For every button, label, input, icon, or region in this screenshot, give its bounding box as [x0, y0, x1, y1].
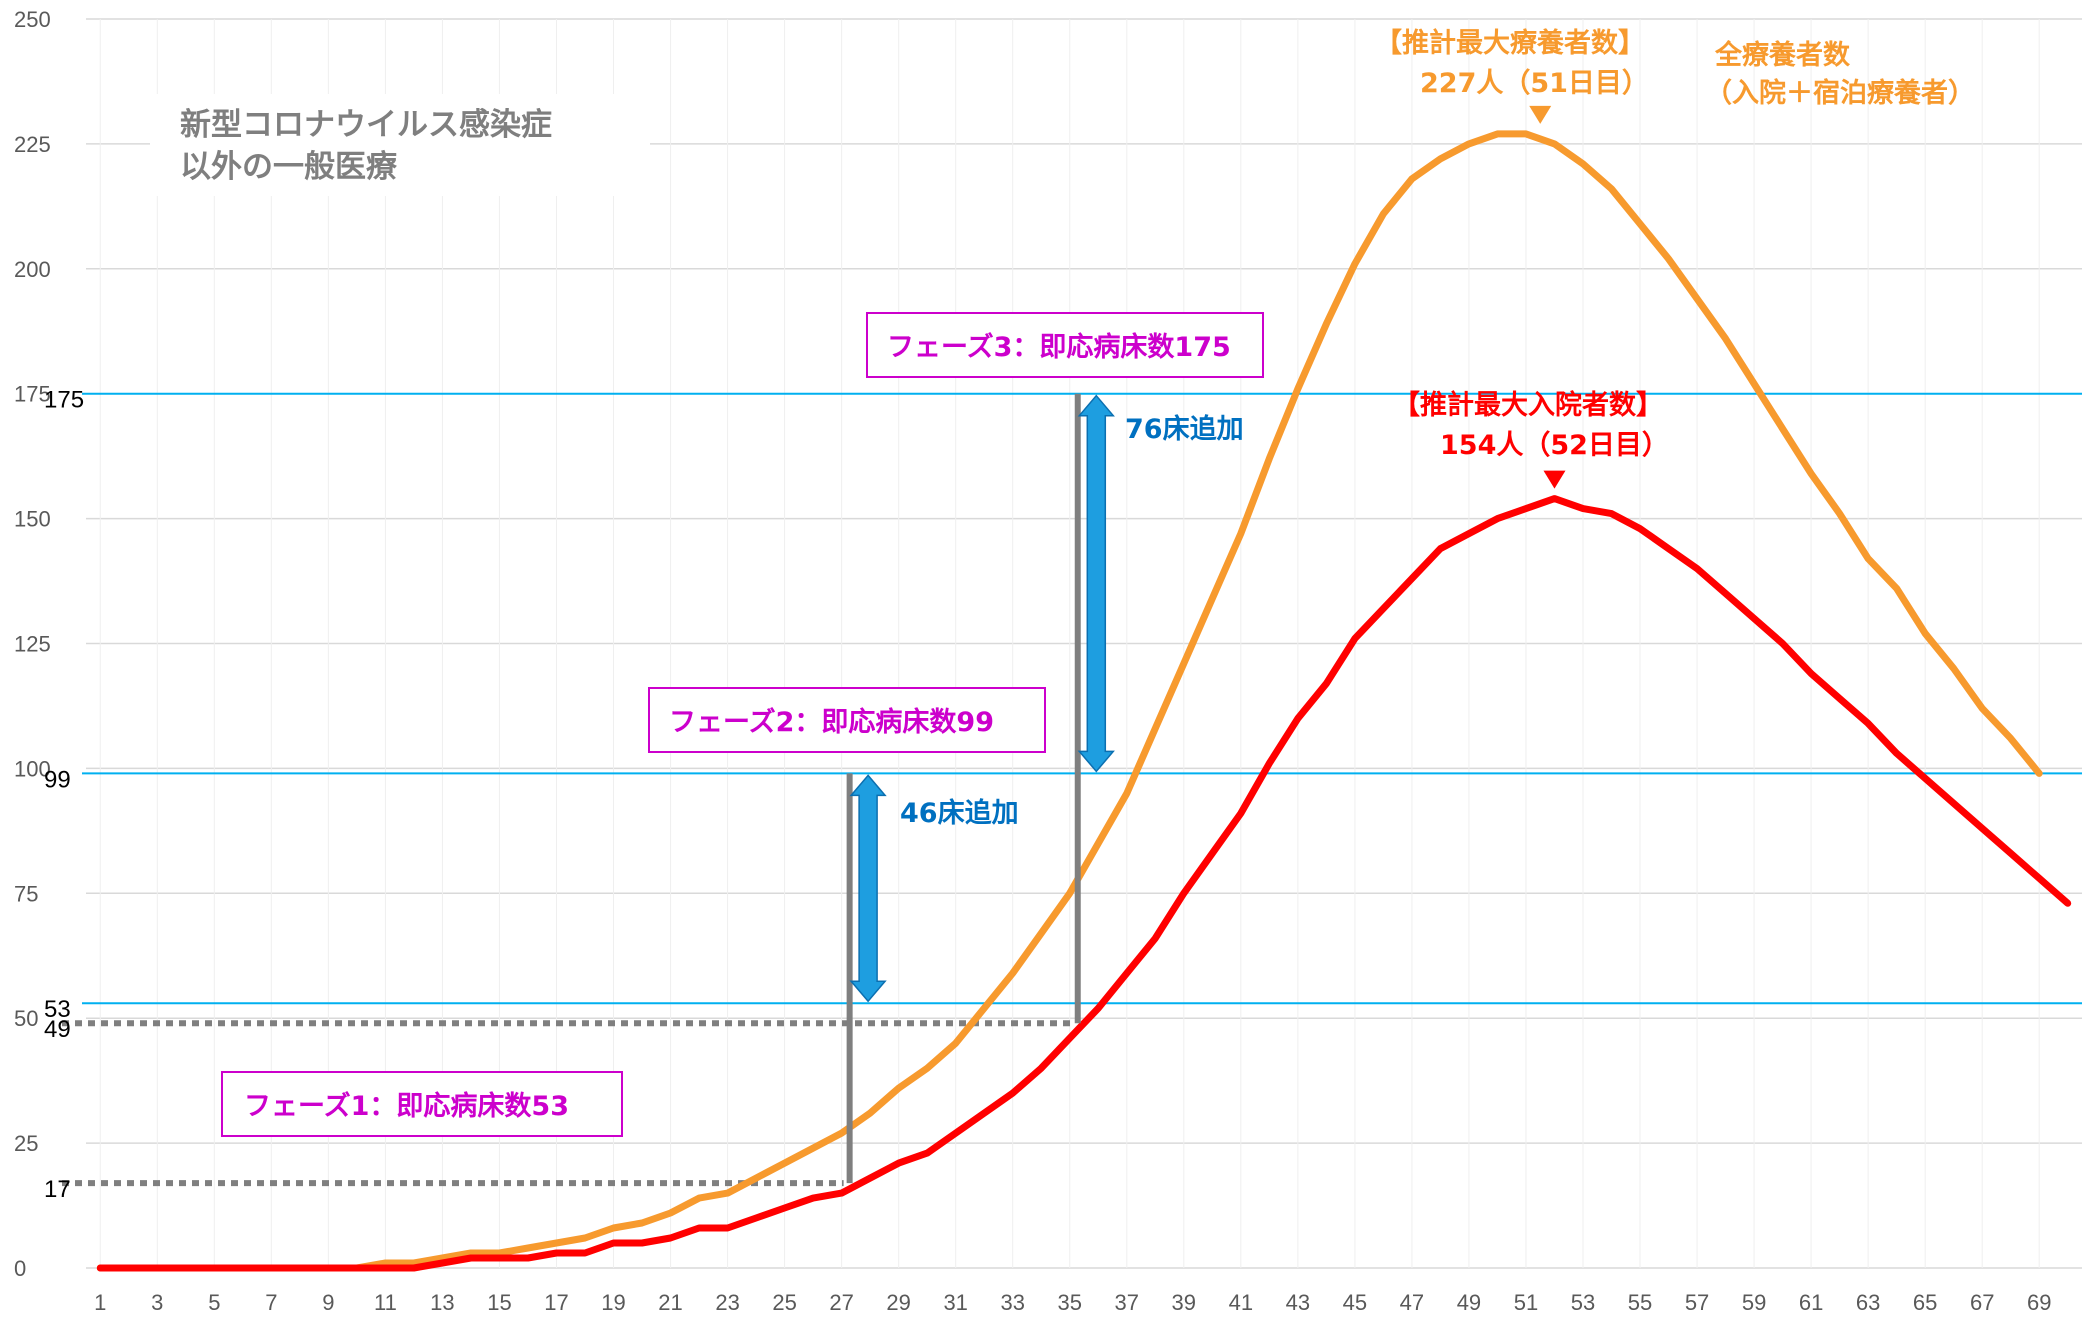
- x-tick-label: 63: [1856, 1290, 1880, 1315]
- x-tick-label: 25: [772, 1290, 796, 1315]
- y-tick-label: 25: [14, 1131, 38, 1156]
- phase-tick-label: 99: [44, 766, 71, 793]
- x-tick-label: 27: [829, 1290, 853, 1315]
- y-tick-label: 250: [14, 7, 51, 32]
- gridlines: [86, 18, 2082, 1269]
- phase3-box: [866, 312, 1264, 378]
- phase-tick-label: 53: [44, 996, 71, 1023]
- x-tick-label: 33: [1000, 1290, 1024, 1315]
- phase-tick-label: 175: [44, 387, 84, 414]
- x-tick-label: 61: [1799, 1290, 1823, 1315]
- x-tick-label: 45: [1343, 1290, 1367, 1315]
- y-tick-label: 125: [14, 632, 51, 657]
- x-tick-label: 59: [1742, 1290, 1766, 1315]
- peak-marker-1: [1543, 470, 1566, 489]
- phase-tick-label: 49: [44, 1016, 71, 1043]
- x-tick-label: 39: [1172, 1290, 1196, 1315]
- phase2-label: フェーズ2：即応病床数99: [669, 706, 994, 738]
- x-tick-label: 41: [1229, 1290, 1253, 1315]
- x-tick-label: 65: [1913, 1290, 1937, 1315]
- x-tick-label: 17: [544, 1290, 568, 1315]
- y-tick-label: 225: [14, 132, 51, 157]
- peak-marker-0: [1529, 105, 1552, 124]
- red-peak-title: 【推計最大入院者数】: [1393, 389, 1663, 421]
- x-tick-label: 15: [487, 1290, 511, 1315]
- x-tick-label: 37: [1115, 1290, 1139, 1315]
- series-line-1: [96, 495, 2072, 1272]
- x-tick-label: 19: [601, 1290, 625, 1315]
- phase-tick-label: 17: [44, 1176, 71, 1203]
- x-tick-label: 29: [886, 1290, 910, 1315]
- double-arrow-0: [849, 774, 887, 1003]
- x-tick-label: 5: [208, 1290, 220, 1315]
- orange-legend-line1: 全療養者数: [1714, 39, 1851, 71]
- phase2-box: [648, 687, 1046, 753]
- x-tick-label: 67: [1970, 1290, 1994, 1315]
- x-tick-label: 23: [715, 1290, 739, 1315]
- x-tick-label: 35: [1058, 1290, 1082, 1315]
- x-tick-label: 13: [430, 1290, 454, 1315]
- phase1-label: フェーズ1：即応病床数53: [244, 1090, 569, 1122]
- y-tick-label: 75: [14, 881, 38, 906]
- y-tick-label: 200: [14, 257, 51, 282]
- y-tick-label: 175: [14, 382, 51, 407]
- x-tick-label: 11: [374, 1290, 397, 1315]
- red-peak-value: 154人（52日目）: [1440, 430, 1669, 461]
- x-tick-label: 49: [1457, 1290, 1481, 1315]
- orange-peak-title: 【推計最大療養者数】: [1375, 27, 1645, 59]
- y-tick-label: 150: [14, 507, 51, 532]
- phase1-box: [221, 1071, 623, 1137]
- x-tick-label: 69: [2027, 1290, 2051, 1315]
- orange-peak-value: 227人（51日目）: [1420, 68, 1649, 99]
- title-background: [150, 94, 650, 196]
- x-tick-label: 3: [151, 1290, 163, 1315]
- y-tick-label: 100: [14, 756, 51, 781]
- series-lines: [96, 130, 2072, 1272]
- x-tick-label: 43: [1286, 1290, 1310, 1315]
- x-tick-label: 53: [1571, 1290, 1595, 1315]
- phase-markers: [846, 105, 1566, 1184]
- reference-lines: [62, 392, 2082, 1187]
- x-tick-label: 47: [1400, 1290, 1424, 1315]
- x-tick-label: 51: [1514, 1290, 1538, 1315]
- phase3-label: フェーズ3：即応病床数175: [887, 331, 1231, 363]
- arrow-label-46: 46床追加: [900, 797, 1019, 829]
- x-tick-label: 7: [265, 1290, 277, 1315]
- y-tick-label: 50: [14, 1006, 38, 1031]
- chart-title-line2: 以外の一般医療: [180, 149, 397, 185]
- y-tick-label: 0: [14, 1256, 26, 1281]
- chart-title-line1: 新型コロナウイルス感染症: [180, 107, 552, 143]
- x-tick-label: 55: [1628, 1290, 1652, 1315]
- x-tick-label: 21: [658, 1290, 682, 1315]
- arrow-label-76: 76床追加: [1125, 413, 1244, 445]
- double-arrow-1: [1077, 394, 1115, 773]
- x-tick-label: 31: [943, 1290, 967, 1315]
- x-tick-label: 9: [322, 1290, 334, 1315]
- x-tick-label: 57: [1685, 1290, 1709, 1315]
- x-tick-label: 1: [94, 1290, 106, 1315]
- series-line-0: [96, 130, 2043, 1272]
- orange-legend-line2: （入院＋宿泊療養者）: [1705, 77, 1975, 109]
